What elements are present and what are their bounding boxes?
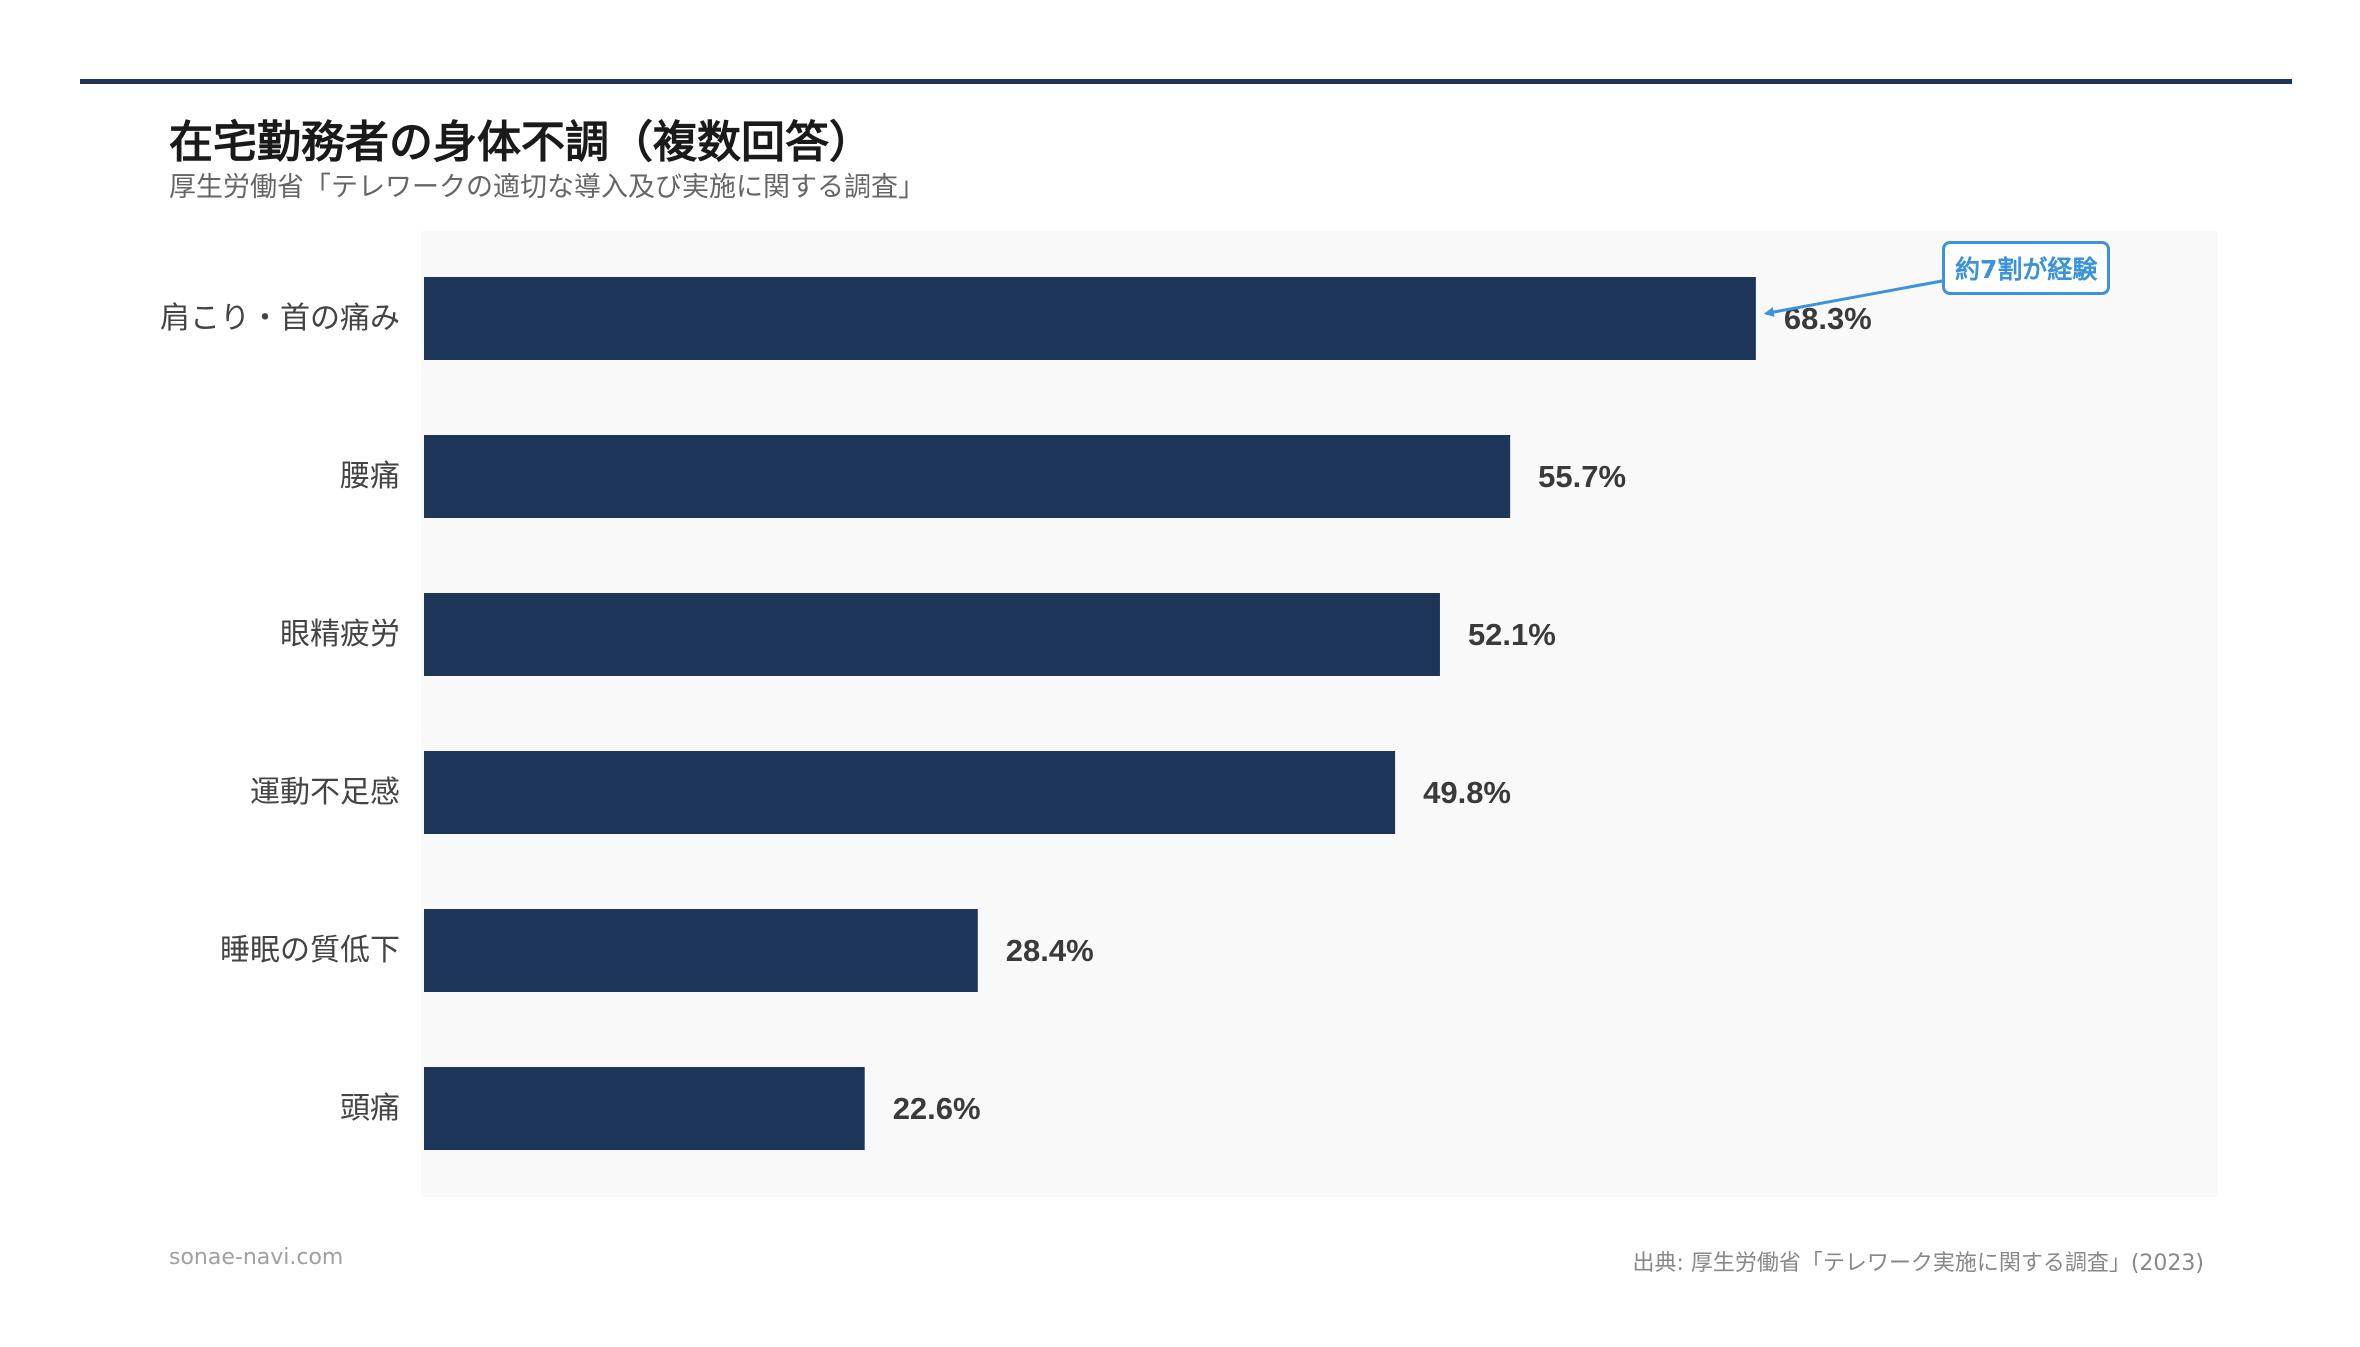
value-label: 22.6%	[893, 1091, 981, 1126]
category-label: 腰痛	[340, 459, 400, 494]
bars-group	[424, 277, 1756, 1150]
top-rule	[80, 79, 2292, 84]
annotation-callout: 約7割が経験	[1942, 241, 2111, 295]
bar	[424, 1067, 865, 1150]
value-labels-group: 68.3%55.7%52.1%49.8%28.4%22.6%	[893, 301, 1872, 1126]
bar	[424, 751, 1396, 834]
category-label: 肩こり・首の痛み	[160, 301, 400, 336]
value-label: 52.1%	[1468, 617, 1556, 652]
chart-title: 在宅勤務者の身体不調（複数回答）	[169, 117, 873, 168]
bar	[424, 277, 1756, 360]
category-label: 頭痛	[340, 1091, 400, 1126]
plot-area	[421, 231, 2218, 1197]
bar	[424, 593, 1440, 676]
bar	[424, 909, 978, 992]
source-note: 出典: 厚生労働省「テレワーク実施に関する調査」(2023)	[1632, 1251, 2204, 1276]
category-label: 睡眠の質低下	[220, 933, 400, 968]
category-label: 眼精疲労	[280, 617, 400, 652]
annotation-arrow	[1763, 279, 1943, 317]
value-label: 49.8%	[1423, 775, 1511, 810]
category-label: 運動不足感	[250, 775, 400, 810]
site-name: sonae-navi.com	[169, 1245, 344, 1270]
value-label: 28.4%	[1006, 933, 1094, 968]
chart-subtitle: 厚生労働省「テレワークの適切な導入及び実施に関する調査」	[169, 172, 925, 203]
value-label: 55.7%	[1538, 459, 1626, 494]
bar	[424, 435, 1511, 518]
